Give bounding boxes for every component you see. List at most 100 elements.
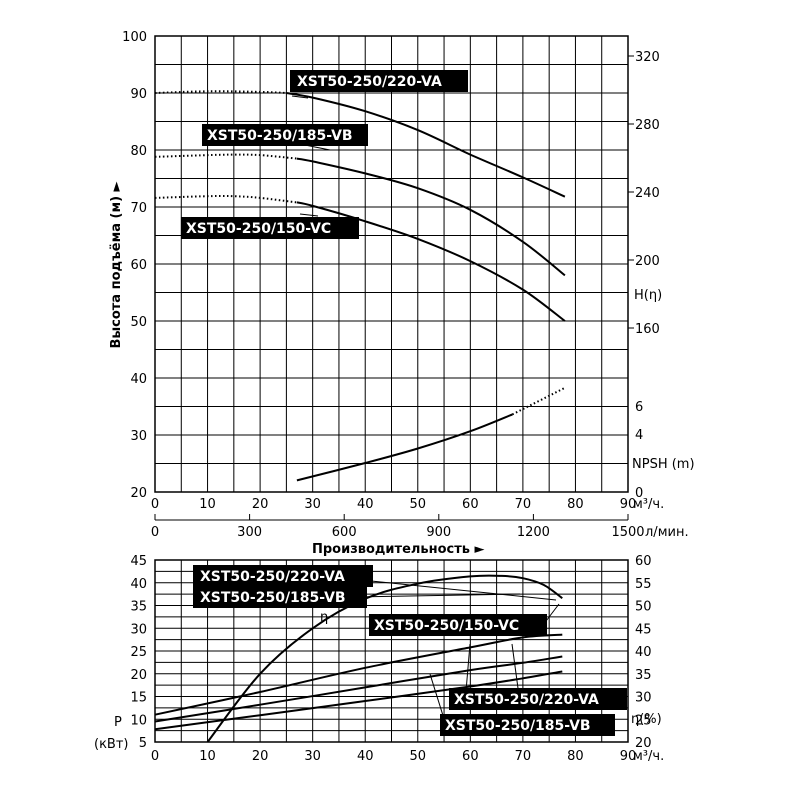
top-chart-frame — [154, 35, 629, 493]
bottom-x-tick-label: 90 — [620, 749, 637, 764]
top-curve-xst50-250-220-va — [286, 92, 566, 198]
top-y-tick-label: 60 — [130, 258, 147, 273]
label-220-bottom-b: XST50-250/220-VA — [449, 688, 627, 710]
top-x-tick-label: 60 — [462, 497, 479, 512]
top-curve-xst50-250-150-vc-dotted — [154, 194, 298, 204]
bottom-x-unit: м³/ч. — [633, 749, 664, 764]
label-text: XST50-250/185-VB — [207, 128, 353, 144]
right-h-tick-label: 240 — [635, 186, 660, 201]
right-h-tick-label: 320 — [635, 50, 660, 65]
bottom-y-tick-label: 45 — [130, 554, 147, 569]
bottom-y2-tick-label: 35 — [635, 668, 652, 683]
right-npsh-label: NPSH (m) — [632, 457, 695, 472]
bottom-y-tick-label: 35 — [130, 600, 147, 615]
bottom-y2-tick-label: 25 — [635, 713, 652, 728]
label-text: XST50-250/220-VA — [454, 692, 599, 708]
bottom-y-label-unit: (кВт) — [94, 737, 129, 752]
top-x-tick-label: 40 — [357, 497, 374, 512]
top-curve-npsh-dotted — [511, 386, 566, 416]
bottom-y2-tick-label: 60 — [635, 554, 652, 569]
bottom-y-tick-label: 5 — [139, 736, 147, 751]
bottom-y2-label: η(%) — [631, 712, 662, 727]
label-text: XST50-250/150-VC — [374, 618, 519, 634]
top-curve-xst50-250-150-vc — [296, 201, 566, 322]
bottom-curve-power-xst50-250-185-vb — [154, 655, 563, 723]
bottom-curve-power-xst50-250-220-va — [154, 633, 563, 716]
top-x-tick-label: 30 — [304, 497, 321, 512]
right-npsh-tick-label: 6 — [635, 400, 643, 415]
label-text: XST50-250/185-VB — [200, 590, 346, 606]
top-y-tick-label: 80 — [130, 144, 147, 159]
top-curve-xst50-250-185-vb — [296, 157, 566, 277]
label-150-bottom: XST50-250/150-VC — [369, 614, 547, 636]
bottom-y-tick-label: 30 — [130, 622, 147, 637]
top-y-tick-label: 40 — [130, 372, 147, 387]
bottom-y2-tick-label: 45 — [635, 622, 652, 637]
bottom-curve-efficiency — [206, 574, 563, 743]
right-h-tick-label: 200 — [635, 254, 660, 269]
top-chart-grid — [154, 35, 634, 521]
top-curve-xst50-250-185-vb-dotted — [154, 153, 297, 160]
bottom-y-tick-label: 40 — [130, 577, 147, 592]
top-x2-unit: л/мин. — [645, 525, 689, 540]
top-x2-tick-label: 1500 — [611, 525, 644, 540]
right-npsh-tick-label: 4 — [635, 428, 643, 443]
top-x2-tick-label: 900 — [426, 525, 451, 540]
top-x-tick-label: 50 — [410, 497, 427, 512]
bottom-y-tick-label: 25 — [130, 645, 147, 660]
label-text: XST50-250/150-VC — [186, 221, 331, 237]
label-text: XST50-250/220-VA — [297, 74, 442, 90]
bottom-x-tick-label: 10 — [199, 749, 216, 764]
label-220-top: XST50-250/220-VA — [290, 70, 468, 92]
label-text: XST50-250/220-VA — [200, 569, 345, 585]
bottom-x-tick-label: 60 — [462, 749, 479, 764]
label-185-top: XST50-250/185-VB — [202, 124, 368, 146]
top-x2-tick-label: 1200 — [517, 525, 550, 540]
bottom-x-tick-label: 30 — [304, 749, 321, 764]
top-y-tick-label: 50 — [130, 315, 147, 330]
bottom-x-tick-label: 40 — [357, 749, 374, 764]
top-x-tick-label: 0 — [151, 497, 159, 512]
top-curve-xst50-250-220-va-dotted — [154, 90, 287, 94]
top-x-tick-label: 10 — [199, 497, 216, 512]
label-220-bottom-a: XST50-250/220-VA — [193, 565, 373, 587]
bottom-x-tick-label: 70 — [515, 749, 532, 764]
top-x-tick-label: 20 — [252, 497, 269, 512]
top-y-tick-label: 20 — [130, 486, 147, 501]
top-curve-npsh — [296, 413, 513, 482]
bottom-y2-tick-label: 30 — [635, 691, 652, 706]
bottom-y2-tick-label: 55 — [635, 577, 652, 592]
bottom-y2-tick-label: 20 — [635, 736, 652, 751]
bottom-chart-frame — [154, 559, 629, 743]
top-y-axis-title: Высота подъёма (м) ► — [109, 181, 124, 348]
label-150-top: XST50-250/150-VC — [181, 217, 359, 239]
right-h-tick-label: 280 — [635, 118, 660, 133]
curves — [154, 90, 566, 743]
bottom-y-tick-label: 10 — [130, 713, 147, 728]
top-y-tick-label: 90 — [130, 87, 147, 102]
bottom-x-tick-label: 50 — [410, 749, 427, 764]
eta-curve-label: η — [320, 610, 328, 625]
bottom-x-tick-label: 0 — [151, 749, 159, 764]
bottom-y2-tick-label: 50 — [635, 600, 652, 615]
bottom-y-label-p: P — [114, 715, 122, 730]
right-h-label: H(η) — [634, 288, 662, 303]
top-x-unit: м³/ч. — [633, 497, 664, 512]
label-185-bottom-b: XST50-250/185-VB — [440, 714, 615, 736]
bottom-x-tick-label: 20 — [252, 749, 269, 764]
top-x2-tick-label: 300 — [237, 525, 262, 540]
bottom-chart-tick-labels: 5 10 15 20 25 30 35 40 45 20 25 30 35 40 45 50 55 60 0 10 20… — [130, 554, 651, 764]
label-text: XST50-250/185-VB — [445, 718, 591, 734]
top-y-tick-label: 70 — [130, 201, 147, 216]
bottom-x-tick-label: 80 — [567, 749, 584, 764]
bottom-y2-tick-label: 40 — [635, 645, 652, 660]
bottom-y-tick-label: 15 — [130, 691, 147, 706]
bottom-curve-power-xst50-250-150-vc — [154, 670, 563, 731]
top-x-axis-title: Производительность ► — [312, 542, 485, 557]
top-x-tick-label: 80 — [567, 497, 584, 512]
top-y-tick-label: 100 — [122, 30, 147, 45]
right-npsh-tick-label: 0 — [635, 486, 643, 501]
top-x-tick-label: 90 — [620, 497, 637, 512]
